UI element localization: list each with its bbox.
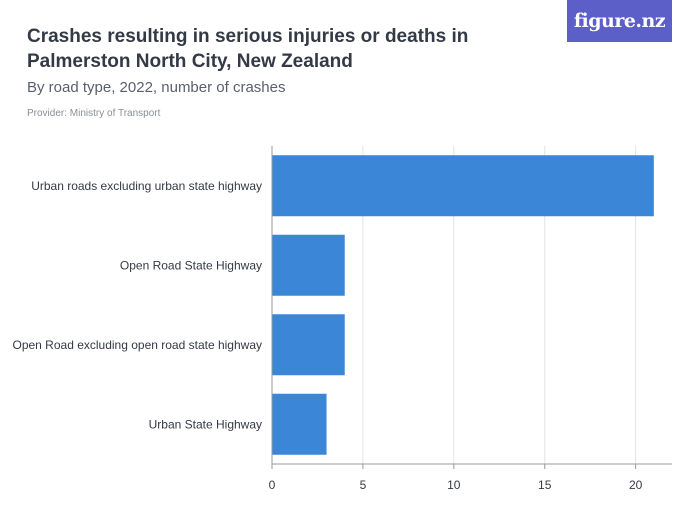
chart-title: Crashes resulting in serious injuries or… bbox=[27, 26, 469, 72]
category-label: Urban roads excluding urban state highwa… bbox=[31, 179, 262, 193]
data-provider: Provider: Ministry of Transport bbox=[27, 108, 161, 119]
figure-nz-logo[interactable]: figure.nz bbox=[567, 0, 672, 42]
bar bbox=[272, 314, 345, 376]
category-label: Open Road excluding open road state high… bbox=[12, 338, 262, 352]
x-tick-label: 20 bbox=[629, 478, 643, 492]
x-tick-label: 5 bbox=[360, 478, 367, 492]
bar bbox=[272, 155, 654, 217]
chart-subtitle: By road type, 2022, number of crashes bbox=[27, 79, 286, 96]
x-tick-label: 10 bbox=[447, 478, 461, 492]
category-label: Open Road State Highway bbox=[120, 258, 262, 272]
x-tick-label: 15 bbox=[538, 478, 552, 492]
bar bbox=[272, 234, 345, 296]
x-tick-label: 0 bbox=[269, 478, 276, 492]
bar bbox=[272, 393, 327, 455]
category-label: Urban State Highway bbox=[149, 417, 262, 431]
